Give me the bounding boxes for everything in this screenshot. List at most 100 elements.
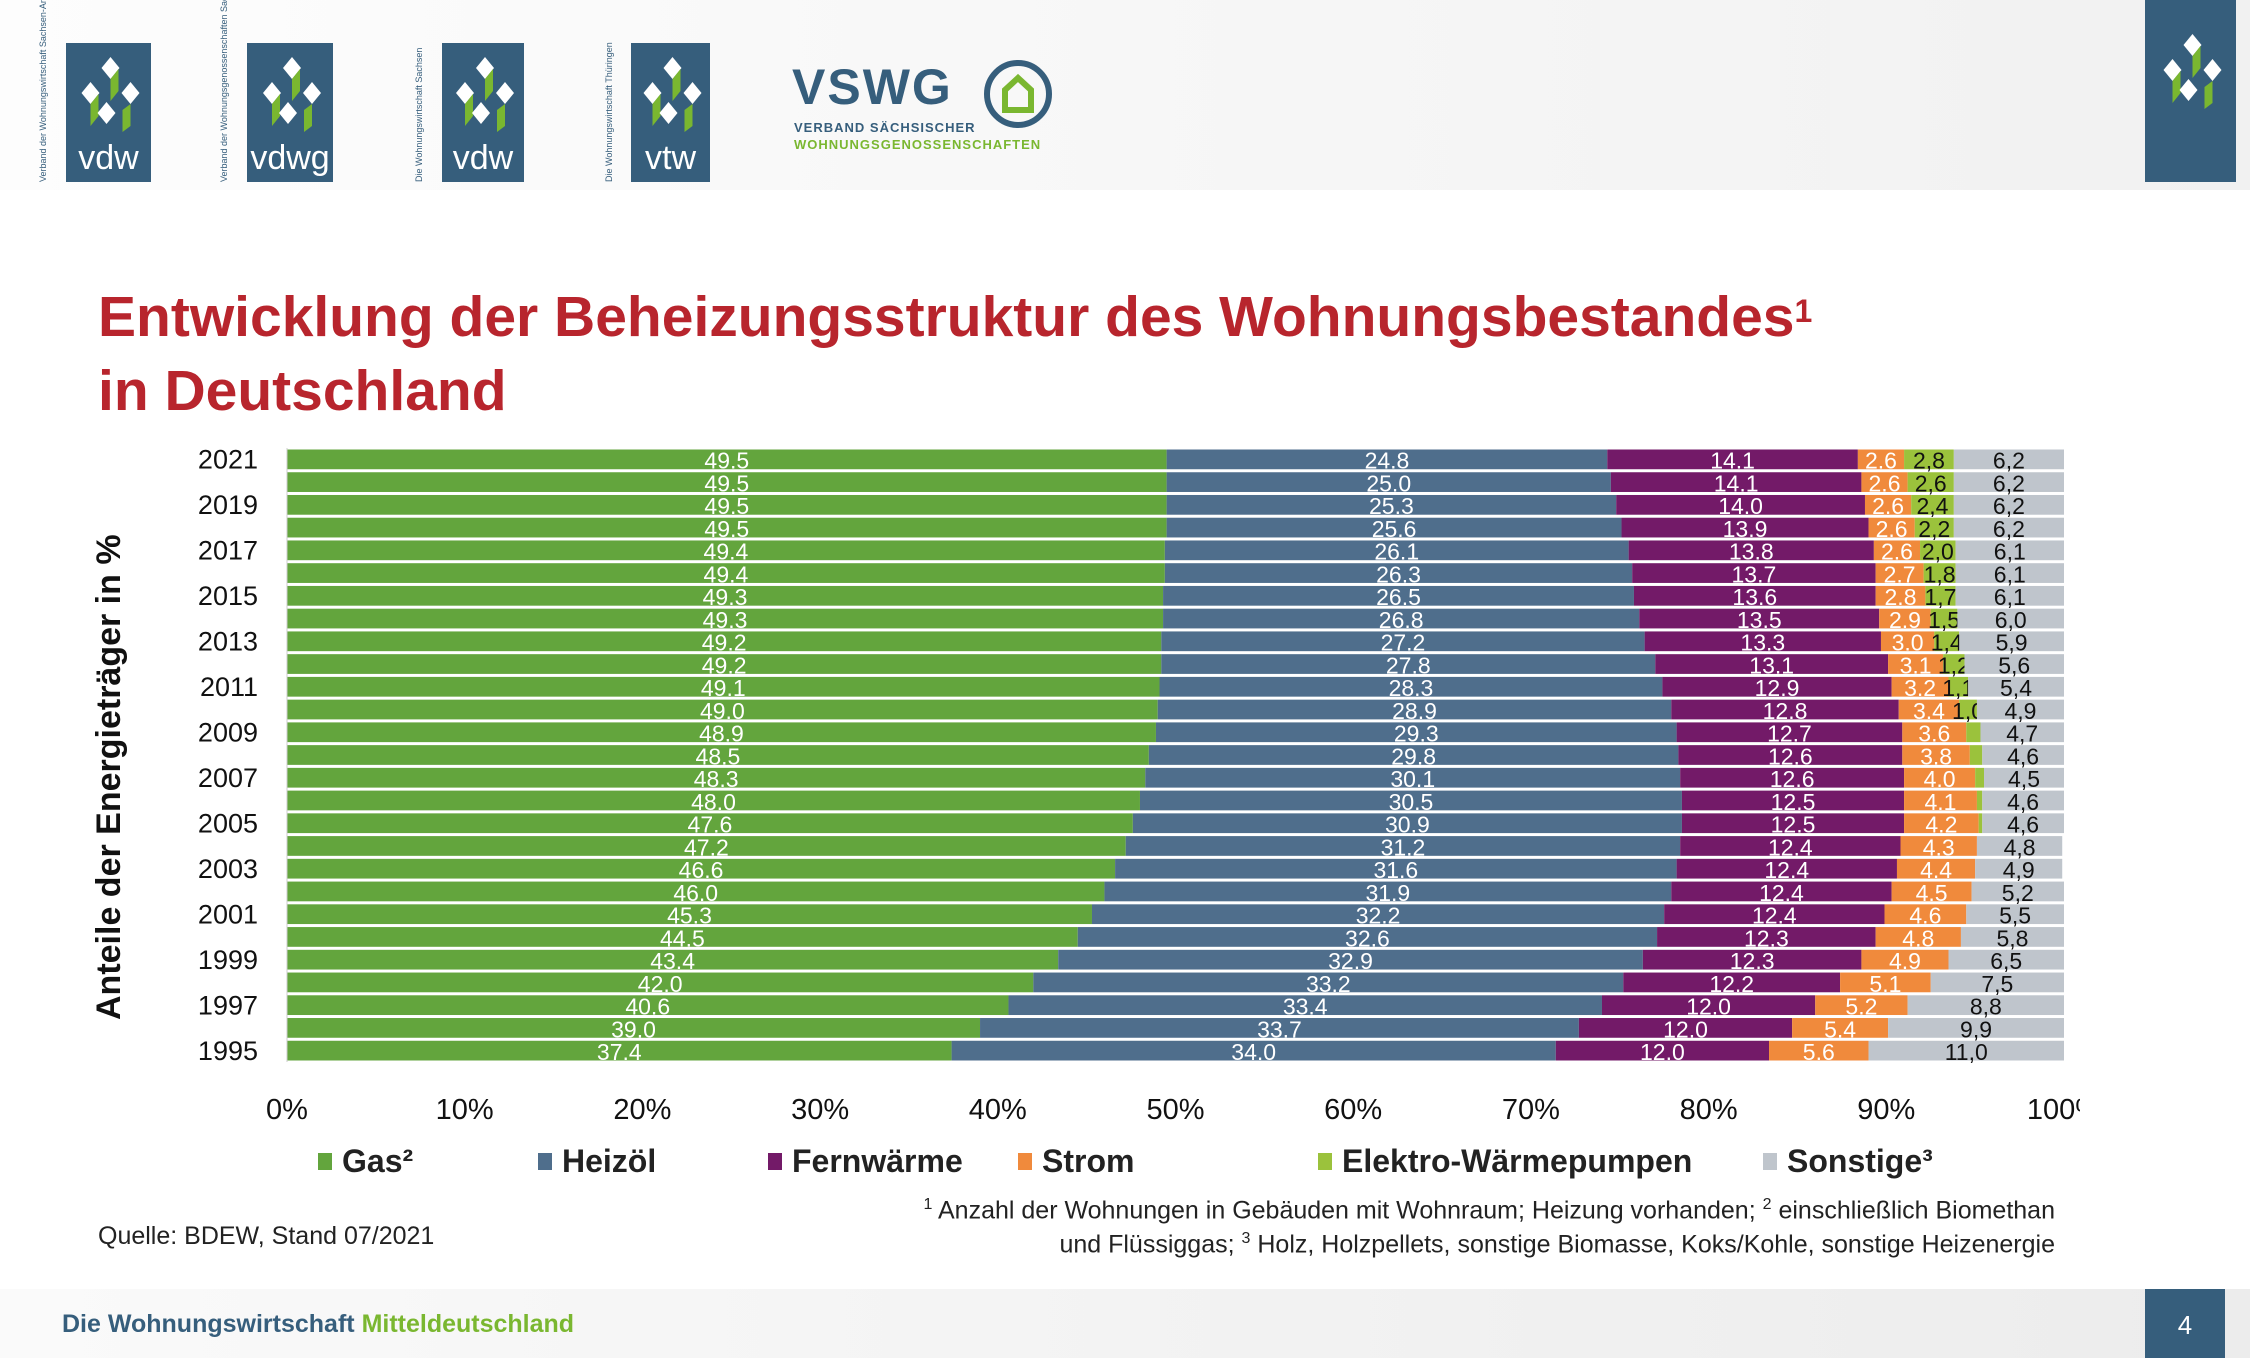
data-label: 34.0 <box>1231 1039 1276 1065</box>
x-tick-label: 90% <box>1857 1094 1915 1126</box>
data-label: 12.2 <box>1709 971 1754 997</box>
bar-segment-strom-2009 <box>1902 722 1967 743</box>
data-label: 6,2 <box>1993 470 2025 496</box>
source-note: Quelle: BDEW, Stand 07/2021 <box>98 1222 435 1250</box>
data-label: 12.0 <box>1663 1016 1708 1042</box>
legend-swatch <box>1018 1153 1032 1170</box>
bar-segment-fernwrme-1995 <box>1555 1040 1770 1061</box>
data-label: 2.6 <box>1876 516 1908 542</box>
bar-segment-strom-2014 <box>1879 608 1931 629</box>
data-label: 3.8 <box>1920 743 1952 769</box>
title-footnote-marker: 1 <box>1794 293 1813 329</box>
bar-segment-gas-2002 <box>287 881 1105 902</box>
x-tick-label: 60% <box>1324 1094 1382 1126</box>
bar-segment-strom-2001 <box>1884 904 1967 925</box>
data-label: 30.1 <box>1390 766 1435 792</box>
data-label: 1,7 <box>1925 584 1957 610</box>
bar-segment-fernwrme-2013 <box>1644 631 1881 652</box>
data-label: 30.9 <box>1385 812 1430 838</box>
data-label: 4.1 <box>1925 789 1957 815</box>
bar-segment-heizl-2004 <box>1125 836 1681 856</box>
bar-segment-heizl-2012 <box>1161 654 1656 674</box>
data-label: 33.4 <box>1283 994 1328 1020</box>
bar-segment-elektrowrmepumpen-2007 <box>1975 767 1985 788</box>
bar-segment-gas-2016 <box>287 563 1165 583</box>
data-label: 2,2 <box>1918 516 1950 542</box>
data-label: 13.1 <box>1749 652 1794 678</box>
bar-segment-fernwrme-2009 <box>1676 722 1903 743</box>
data-label: 14.1 <box>1714 470 1759 496</box>
data-label: 13.7 <box>1732 561 1777 587</box>
legend-label: Heizöl <box>562 1143 657 1179</box>
data-label: 4,8 <box>2004 834 2036 860</box>
data-label: 32.9 <box>1328 948 1373 974</box>
bar-segment-heizl-1995 <box>951 1040 1556 1061</box>
data-label: 28.9 <box>1392 698 1437 724</box>
bar-segment-fernwrme-2019 <box>1616 494 1865 515</box>
data-label: 9,9 <box>1960 1016 1992 1042</box>
data-label: 32.6 <box>1345 925 1390 951</box>
bar-segment-strom-2016 <box>1875 563 1924 583</box>
data-label: 49.5 <box>704 448 749 474</box>
data-label: 4,5 <box>2008 766 2040 792</box>
bar-segment-gas-2003 <box>287 858 1116 879</box>
bar-segment-fernwrme-2001 <box>1664 904 1885 925</box>
data-label: 14.0 <box>1718 493 1763 519</box>
data-label: 47.2 <box>684 834 729 860</box>
bar-segment-gas-2010 <box>287 699 1158 720</box>
bar-segment-sonstige-2000 <box>1960 927 2064 947</box>
bar-segment-sonstige-2005 <box>1982 813 2064 834</box>
data-label: 2,0 <box>1922 539 1954 565</box>
bar-segment-fernwrme-2004 <box>1680 836 1901 856</box>
data-label: 49.4 <box>704 539 749 565</box>
data-label: 4.8 <box>1902 925 1934 951</box>
y-tick-label: 1999 <box>198 945 258 975</box>
bar-segment-strom-2020 <box>1861 472 1908 492</box>
bar-segment-sonstige-2001 <box>1966 904 2064 925</box>
data-label: 12.4 <box>1752 903 1797 929</box>
bar-segment-strom-2008 <box>1902 745 1970 765</box>
x-tick-label: 10% <box>436 1094 494 1126</box>
data-label: 4,6 <box>2007 743 2039 769</box>
footnote-line2: und Flüssiggas; 3 Holz, Holzpellets, son… <box>1059 1230 2055 1259</box>
data-label: 4,6 <box>2007 789 2039 815</box>
bar-segment-heizl-2010 <box>1157 699 1672 720</box>
y-tick-label: 2017 <box>198 536 258 566</box>
bar-segment-heizl-2006 <box>1139 790 1682 811</box>
bar-segment-gas-2014 <box>287 608 1164 629</box>
data-label: 26.5 <box>1376 584 1421 610</box>
bar-segment-elektrowrmepumpen-2020 <box>1907 472 1954 492</box>
bar-segment-fernwrme-2016 <box>1632 563 1876 583</box>
y-tick-label: 2019 <box>198 490 258 520</box>
data-label: 2,6 <box>1915 470 1947 496</box>
diamond-logo-icon <box>2163 34 2222 109</box>
footnote-line1: 1 Anzahl der Wohnungen in Gebäuden mit W… <box>923 1196 2055 1225</box>
data-label: 6,0 <box>1995 607 2027 633</box>
data-label: 2.7 <box>1884 561 1916 587</box>
data-label: 4.6 <box>1909 903 1941 929</box>
bar-segment-strom-1998 <box>1840 972 1931 993</box>
page-number: 4 <box>2145 1289 2225 1358</box>
bar-segment-sonstige-2017 <box>1955 540 2064 561</box>
data-label: 40.6 <box>625 994 670 1020</box>
data-label: 4,9 <box>2004 698 2036 724</box>
bar-segment-strom-2005 <box>1904 813 1979 834</box>
data-label: 5,5 <box>1999 903 2031 929</box>
data-label: 3.6 <box>1918 721 1950 747</box>
data-label: 13.6 <box>1732 584 1777 610</box>
data-label: 33.7 <box>1257 1016 1302 1042</box>
bar-segment-heizl-2001 <box>1091 904 1665 925</box>
data-label: 48.3 <box>694 766 739 792</box>
data-label: 46.6 <box>679 857 724 883</box>
legend-label: Fernwärme <box>792 1143 963 1179</box>
data-label: 5,9 <box>1996 630 2028 656</box>
data-label: 5.4 <box>1824 1016 1856 1042</box>
data-label: 12.0 <box>1640 1039 1685 1065</box>
data-label: 30.5 <box>1389 789 1434 815</box>
bar-segment-heizl-2018 <box>1166 517 1622 538</box>
x-tick-label: 20% <box>613 1094 671 1126</box>
bar-segment-elektrowrmepumpen-2012 <box>1943 654 1965 674</box>
data-label: 29.8 <box>1391 743 1436 769</box>
data-label: 48.0 <box>691 789 736 815</box>
legend-label: Elektro-Wärmepumpen <box>1342 1143 1693 1179</box>
